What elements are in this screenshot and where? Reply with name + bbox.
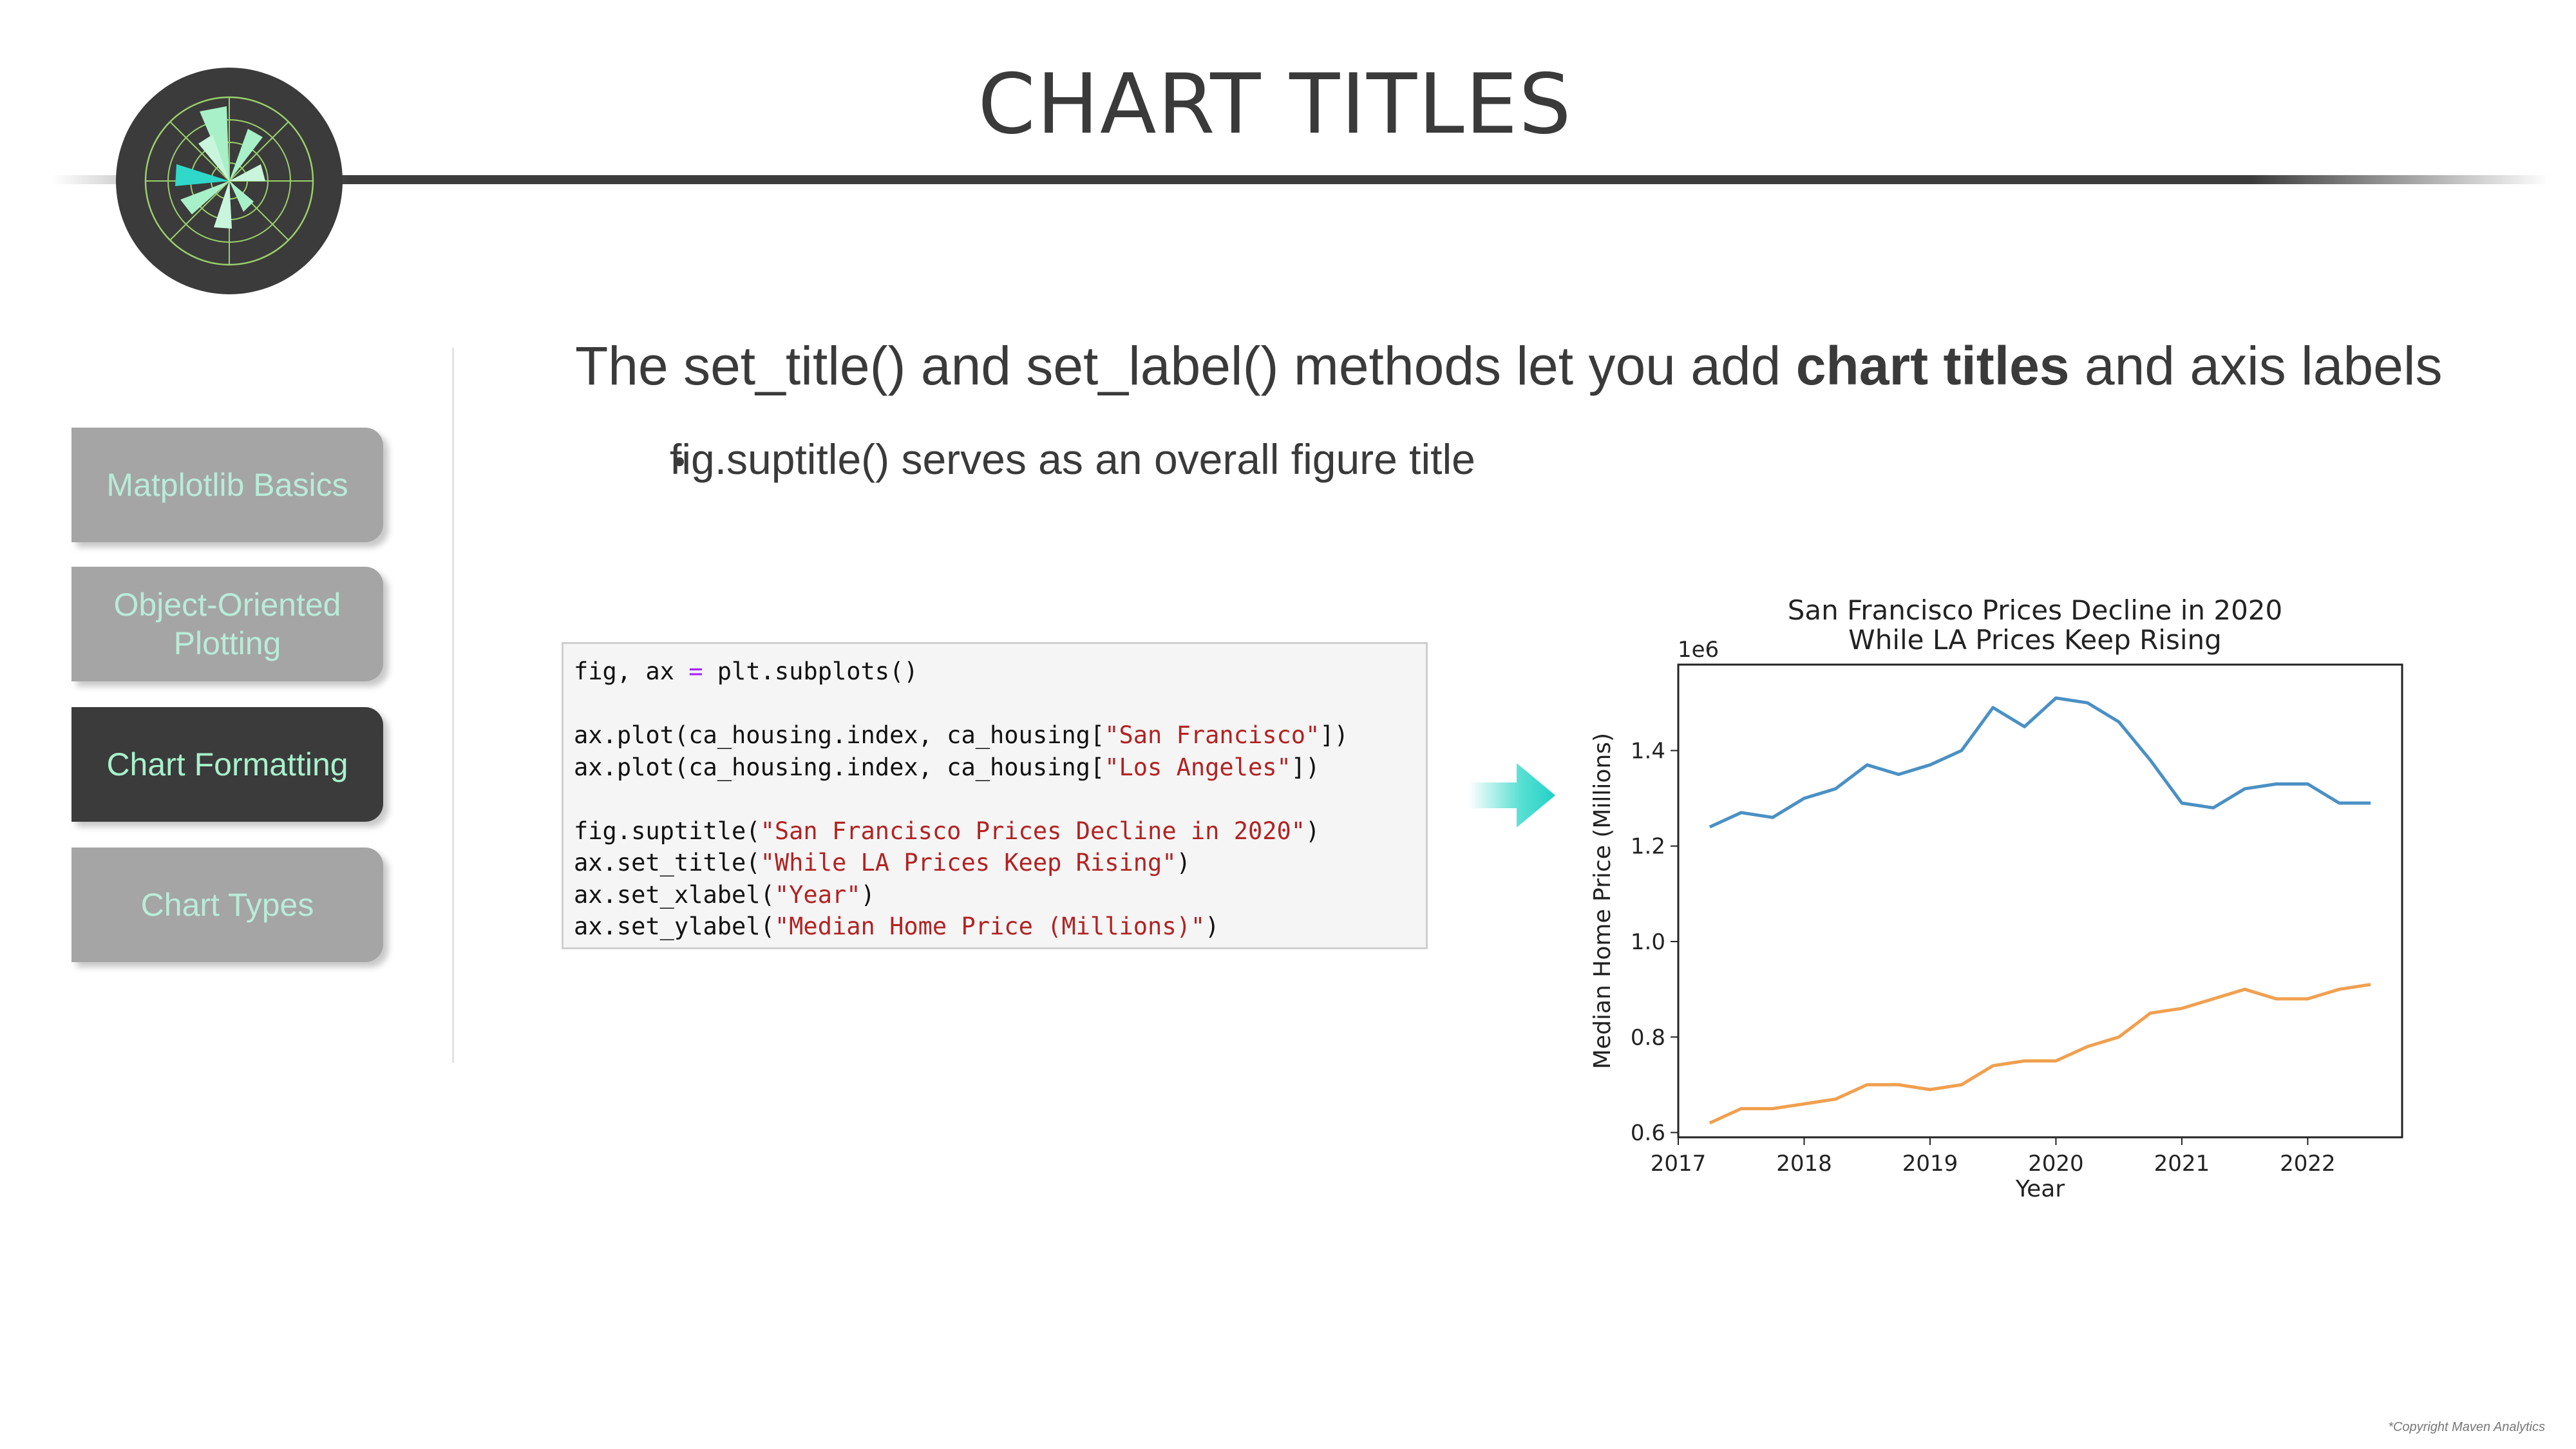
code-line-blank [574,688,1426,720]
code-block: fig, ax = plt.subplots() ax.plot(ca_hous… [562,642,1428,949]
chart-title: San Francisco Prices Decline in 2020 [1788,594,2283,626]
chart-subtitle: While LA Prices Keep Rising [1848,624,2222,656]
x-tick-label: 2018 [1776,1151,1832,1177]
code-line: ax.plot(ca_housing.index, ca_housing["Sa… [574,721,1349,749]
sidebar-divider [452,348,454,1063]
x-tick-label: 2021 [2154,1151,2210,1177]
line-chart: San Francisco Prices Decline in 2020 Whi… [1589,594,2403,1202]
bullet-dot [675,457,684,466]
y-tick-label: 1.0 [1631,929,1665,955]
sidebar-item-label: Chart Formatting [106,746,348,782]
sidebar-item-chart-types[interactable]: Chart Types [71,848,383,962]
x-tick-label: 2022 [2280,1151,2336,1177]
sidebar-item-chart-formatting[interactable]: Chart Formatting [71,707,383,822]
code-line: ax.set_ylabel("Median Home Price (Millio… [574,913,1220,940]
headline-emphasis: chart titles [1795,336,2070,396]
x-tick-label: 2017 [1651,1151,1707,1177]
plot-frame [1677,663,2403,1139]
headline-text: The set_title() and set_label() methods … [575,336,1796,396]
bullet-text: fig.suptitle() serves as an overall figu… [670,435,1475,483]
code-line: fig, ax = plt.subplots() [574,658,918,685]
headline-text-end: and axis labels [2069,336,2443,396]
y-tick-label: 0.8 [1631,1025,1665,1050]
sidebar-item-object-oriented-plotting[interactable]: Object-Oriented Plotting [71,567,383,681]
y-tick-label: 1.2 [1631,834,1665,860]
y-tick-label: 1.4 [1631,738,1665,764]
series-line-1 [1709,696,2371,829]
series-line-2 [1709,983,2371,1125]
y-tick-label: 0.6 [1631,1121,1665,1146]
sidebar-item-label: Object-Oriented Plotting [113,587,341,661]
arrow-right-icon [1468,763,1555,828]
code-line: ax.plot(ca_housing.index, ca_housing["Lo… [574,753,1320,781]
polar-chart-logo-icon [116,68,343,294]
x-tick-label: 2019 [1902,1151,1958,1177]
code-line: ax.set_title("While LA Prices Keep Risin… [574,849,1191,876]
header-divider [52,175,2550,184]
code-line: ax.set_xlabel("Year") [574,880,875,909]
sidebar-item-label: Matplotlib Basics [106,467,348,503]
code-line: fig.suptitle("San Francisco Prices Decli… [574,817,1320,845]
x-tick-label: 2020 [2028,1151,2084,1177]
y-axis-label: Median Home Price (Millions) [1589,733,1616,1069]
offset-label: 1e6 [1678,637,1719,663]
sidebar-item-matplotlib-basics[interactable]: Matplotlib Basics [71,428,383,542]
x-axis-label: Year [2015,1176,2065,1202]
sidebar-item-label: Chart Types [140,887,314,923]
copyright-text: *Copyright Maven Analytics [2388,1420,2545,1434]
page-title: CHART TITLES [978,57,1573,153]
headline: The set_title() and set_label() methods … [575,335,2443,397]
code-line-blank [574,783,1426,815]
